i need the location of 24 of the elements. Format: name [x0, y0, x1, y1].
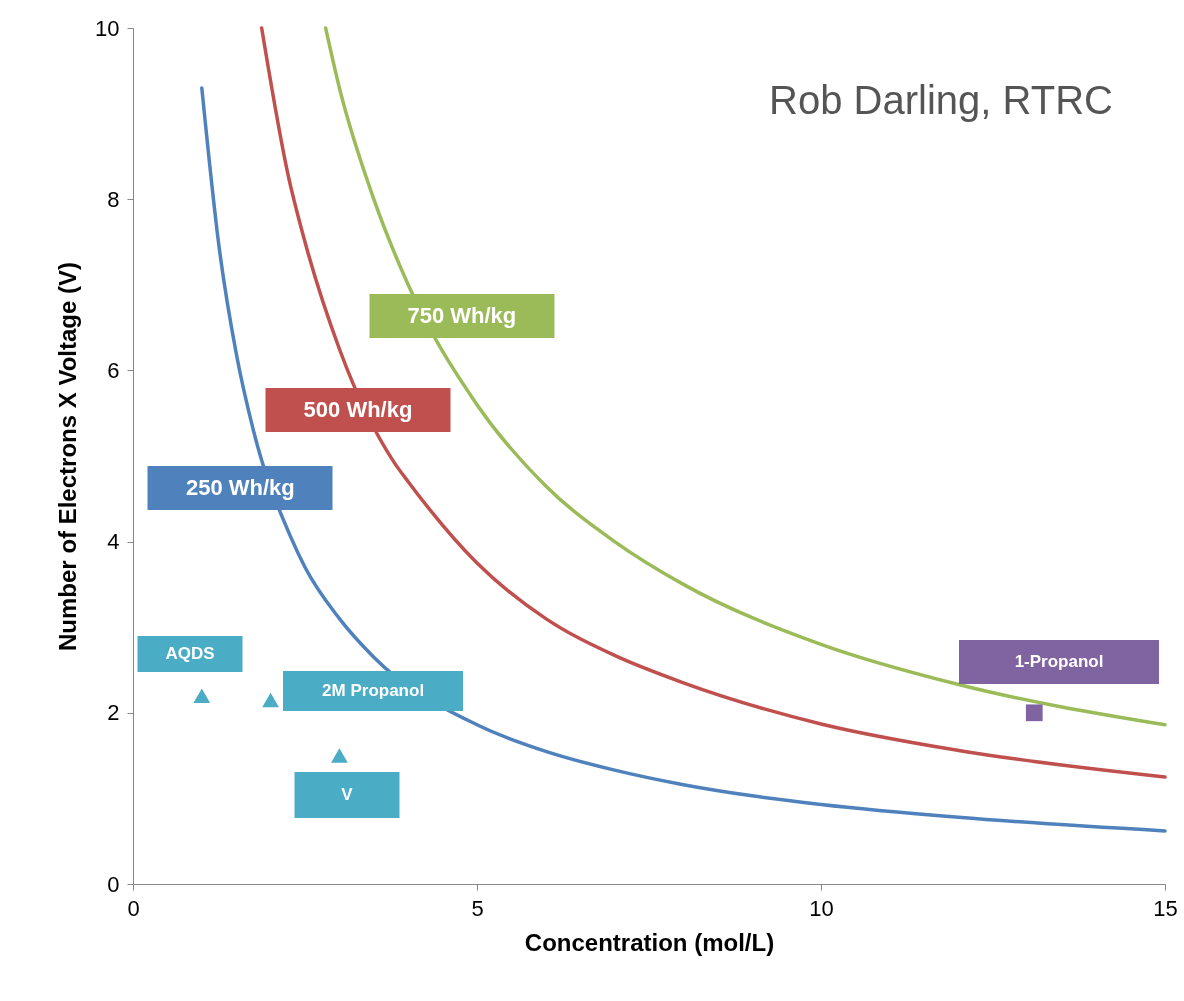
- x-tick-label: 5: [471, 895, 484, 921]
- x-axis-title: Concentration (mol/L): [524, 928, 775, 956]
- point: [331, 748, 348, 763]
- y-tick-label: 10: [95, 15, 120, 41]
- y-tick-label: 0: [107, 871, 120, 897]
- annotation: Rob Darling, RTRC: [769, 78, 1113, 122]
- x-tick-label: 0: [127, 895, 140, 921]
- y-axis-title: Number of Electrons X Voltage (V): [54, 262, 82, 651]
- x-tick-label: 10: [809, 895, 834, 921]
- name-tag: AQDS: [137, 635, 243, 672]
- name-tag: 2M Propanol: [283, 671, 464, 712]
- x-tick-label: 15: [1153, 895, 1178, 921]
- point: [262, 692, 279, 708]
- name-tag: 750 Wh/kg: [369, 294, 555, 339]
- y-tick-label: 6: [107, 357, 120, 383]
- name-tag: V: [294, 771, 400, 818]
- point: [1025, 704, 1043, 722]
- y-tick-label: 4: [107, 529, 120, 555]
- name-tag: 250 Wh/kg: [147, 465, 333, 510]
- name-tag: 500 Wh/kg: [265, 387, 451, 432]
- y-tick-label: 8: [107, 186, 120, 212]
- point: [193, 688, 211, 703]
- name-tag: 1-Propanol: [959, 640, 1160, 685]
- y-tick-label: 2: [107, 700, 120, 726]
